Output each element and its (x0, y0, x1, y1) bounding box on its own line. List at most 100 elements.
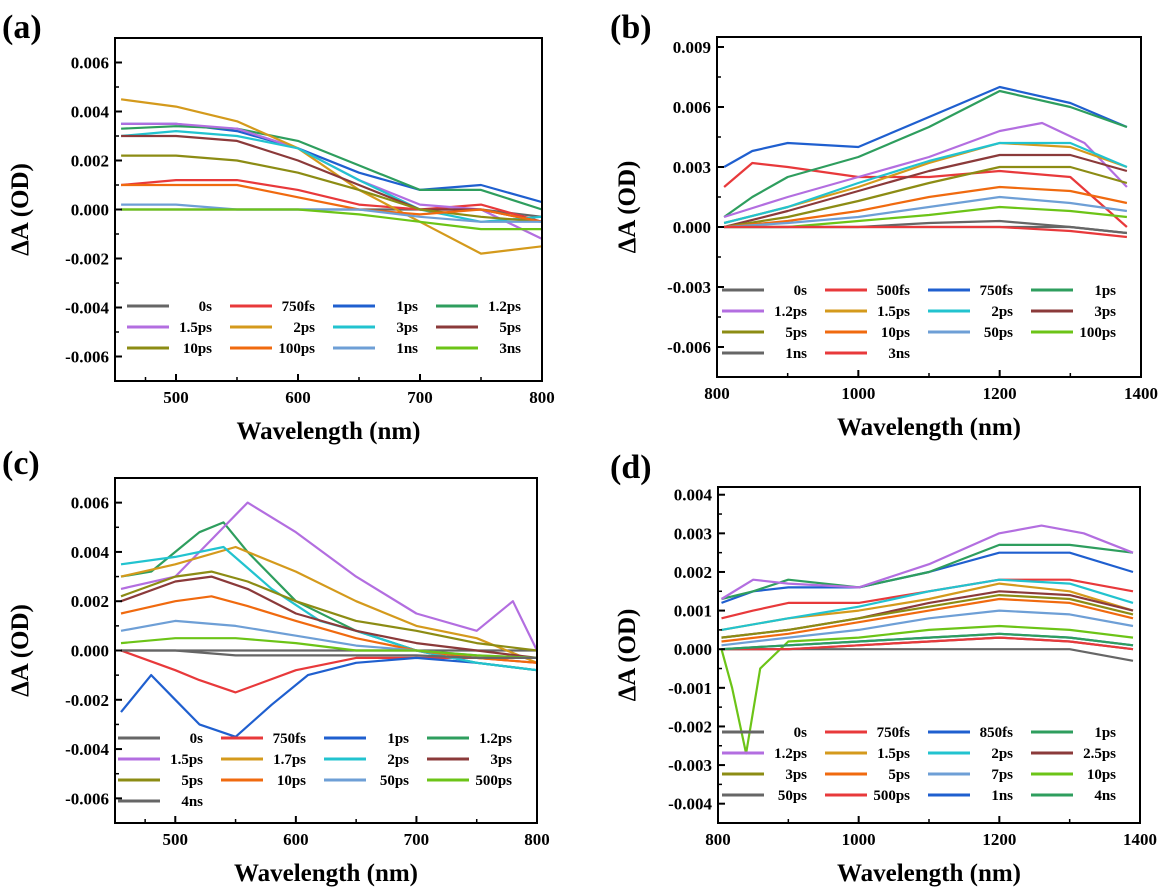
series-line-3ps (120, 575, 537, 659)
series-line-2ps (721, 578, 1134, 631)
y-tick-label: -0.001 (668, 679, 712, 698)
y-tick-label: 0.004 (71, 103, 110, 122)
y-tick-label: 0.003 (673, 158, 711, 177)
legend-label: 750fs (980, 283, 1013, 299)
y-tick-label: -0.004 (65, 299, 109, 318)
series-line-3ns (724, 225, 1128, 239)
series-line-2ps (723, 141, 1128, 225)
series-lines (120, 501, 537, 738)
x-tick-label: 600 (285, 388, 311, 407)
legend-label: 3ps (490, 752, 512, 768)
x-tick-label: 800 (524, 830, 550, 849)
legend-label: 5ps (181, 773, 203, 789)
legend-label: 1.7ps (273, 752, 306, 768)
legend-label: 2ps (387, 752, 409, 768)
y-axis-title: ΔA (OD) (614, 161, 641, 254)
legend-label: 3ps (785, 767, 807, 783)
y-tick-label: 0.000 (674, 640, 712, 659)
legend-label: 7ps (991, 767, 1013, 783)
y-tick-label: 0.002 (71, 152, 109, 171)
x-axis-title: Wavelength (nm) (236, 418, 420, 445)
y-tick-label: -0.003 (667, 278, 711, 297)
y-tick-label: -0.006 (667, 338, 711, 357)
legend-label: 1.5ps (179, 320, 212, 336)
series-line-500fs (723, 161, 1128, 228)
legend-label: 2.5ps (1083, 746, 1116, 762)
y-tick-label: -0.003 (668, 756, 712, 775)
legend-label: 1.2ps (774, 304, 807, 320)
y-tick-label: 0.000 (71, 201, 109, 220)
y-tick-label: 0.002 (674, 563, 712, 582)
legend-label: 0s (199, 299, 213, 315)
x-tick-label: 1200 (982, 830, 1016, 849)
series-line-750fs (723, 85, 1128, 168)
series-line-4ns (721, 632, 1134, 651)
series-line-50ps (724, 195, 1128, 229)
legend-label: 750fs (273, 731, 306, 747)
series-lines (720, 524, 1134, 755)
legend-label: 1ns (396, 341, 418, 357)
legend-label: 500fs (877, 283, 910, 299)
legend-label: 500ps (475, 773, 512, 789)
series-line-2ps (120, 98, 542, 255)
legend-label: 50ps (984, 325, 1013, 341)
series-line-5ps (120, 570, 537, 652)
legend-label: 50ps (380, 773, 409, 789)
legend-label: 1ns (785, 346, 807, 362)
legend-label: 1.2ps (479, 731, 512, 747)
legend-label: 2ps (293, 320, 315, 336)
y-tick-label: 0.006 (71, 494, 109, 513)
series-line-1ps (120, 656, 537, 738)
panel-letter: (b) (610, 9, 652, 46)
x-tick-label: 700 (404, 830, 430, 849)
y-tick-label: 0.009 (673, 38, 711, 57)
legend-label: 2ps (991, 746, 1013, 762)
series-line-5ps (723, 165, 1128, 229)
series-line-3ps (723, 153, 1128, 229)
legend-label: 100ps (1079, 325, 1116, 341)
legend-label: 750fs (877, 725, 910, 741)
x-tick-label: 600 (283, 830, 309, 849)
series-line-100ps (121, 183, 542, 223)
legend-label: 5ps (499, 320, 521, 336)
legend-label: 3ns (499, 341, 521, 357)
legend: 0s 750fs 1ps 1.2ps 1.5ps 1.7ps 2ps 3ps 5ps 10ps 50… (118, 731, 512, 810)
legend-label: 3ns (888, 346, 910, 362)
series-line-5ps (721, 597, 1134, 643)
y-tick-label: -0.004 (668, 795, 712, 814)
series-line-7ps (721, 609, 1134, 647)
y-tick-label: -0.002 (65, 691, 109, 710)
y-tick-label: 0.004 (674, 486, 713, 505)
legend-label: 10ps (1087, 767, 1116, 783)
chart-panel-a: 500 600 700 800 -0.006 -0.004 -0.002 0.000 0.002… (2, 9, 555, 445)
legend-label: 3ps (396, 320, 418, 336)
x-tick-label: 800 (705, 830, 731, 849)
legend-label: 3ps (1094, 304, 1116, 320)
legend-label: 5ps (785, 325, 807, 341)
legend: 0s 500fs 750fs 1ps 1.2ps 1.5ps 2ps 3ps 5ps 10ps 50… (722, 283, 1116, 362)
y-tick-label: -0.006 (65, 348, 109, 367)
series-line-50ps (120, 619, 537, 659)
y-tick-label: 0.000 (71, 642, 109, 661)
x-tick-label: 800 (529, 388, 555, 407)
y-tick-label: -0.002 (668, 717, 712, 736)
x-axis-title: Wavelength (nm) (837, 414, 1021, 441)
series-line-750fs (721, 578, 1134, 620)
legend-label: 1.2ps (774, 746, 807, 762)
series-line-10ps (120, 595, 537, 664)
x-tick-label: 500 (163, 388, 189, 407)
panel-letter: (c) (2, 445, 40, 482)
y-tick-label: 0.003 (674, 524, 712, 543)
legend-label: 1.5ps (877, 304, 910, 320)
legend-label: 10ps (183, 341, 212, 357)
legend-label: 1ps (396, 299, 418, 315)
x-tick-label: 1400 (1123, 830, 1157, 849)
panel-letter: (a) (2, 9, 42, 46)
legend-label: 100ps (278, 341, 315, 357)
y-tick-label: 0.002 (71, 592, 109, 611)
series-line-1ps (721, 543, 1134, 601)
series-lines (120, 98, 542, 255)
x-tick-label: 1200 (983, 384, 1017, 403)
legend-label: 1ns (991, 788, 1013, 804)
